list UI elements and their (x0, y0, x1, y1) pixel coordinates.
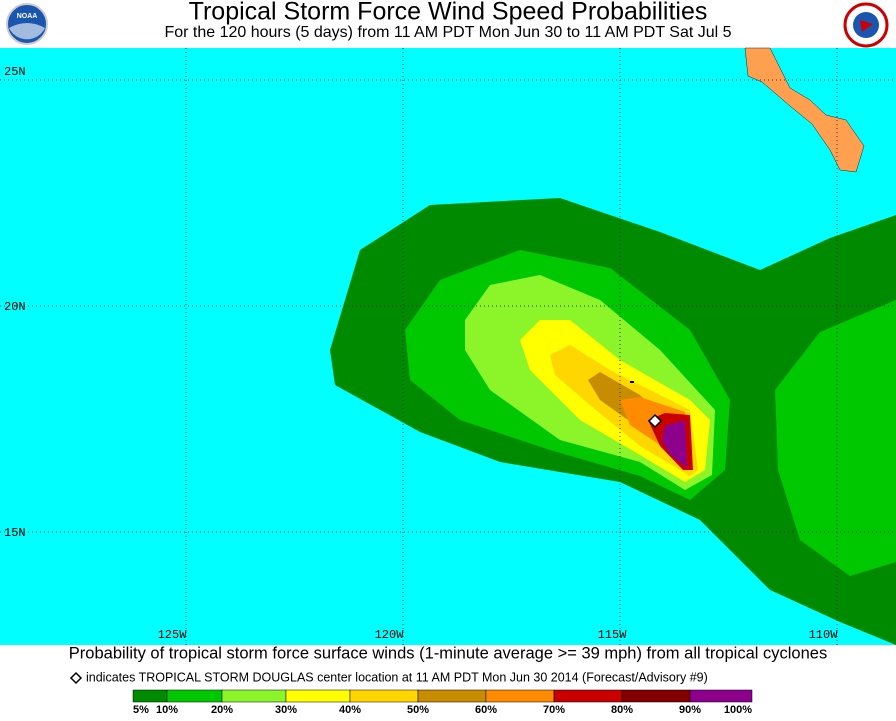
legend-label: 30% (275, 704, 297, 716)
legend-swatch (221, 689, 287, 703)
lat-label: 25N (4, 65, 26, 79)
lon-label: 110W (809, 628, 839, 642)
legend-swatch (689, 689, 753, 703)
nws-logo (843, 2, 889, 48)
title: Tropical Storm Force Wind Speed Probabil… (189, 0, 708, 26)
legend-label: 60% (475, 704, 497, 716)
legend-swatch (166, 689, 223, 703)
legend-label: 10% (156, 704, 178, 716)
lon-label: 125W (158, 628, 188, 642)
legend-swatch (621, 689, 691, 703)
legend-label: 20% (211, 704, 233, 716)
lat-label: 15N (4, 526, 26, 540)
baja-california (744, 47, 865, 173)
noaa-logo: NOAA (6, 3, 48, 45)
map-area: 25N 20N 15N 125W 120W 115W 110W (0, 47, 896, 645)
legend-swatch (285, 689, 351, 703)
legend-swatch (349, 689, 419, 703)
note: indicates TROPICAL STORM DOUGLAS center … (86, 670, 708, 684)
lon-label: 115W (598, 628, 628, 642)
legend-label: 80% (611, 704, 633, 716)
legend-label: 40% (339, 704, 361, 716)
legend-label: 90% (679, 704, 701, 716)
lon-label: 120W (375, 628, 405, 642)
logo-text: NOAA (17, 13, 38, 20)
storm-center-key (69, 671, 83, 685)
legend: 5% 10% 20% 30% 40% 50% 60% 70% 80% 90% 100% (132, 689, 753, 716)
legend-swatch (417, 689, 487, 703)
subtitle: For the 120 hours (5 days) from 11 AM PD… (164, 24, 731, 41)
island (630, 381, 634, 383)
caption: Probability of tropical storm force surf… (69, 644, 827, 662)
storm-center (647, 413, 663, 429)
legend-label: 5% (133, 704, 149, 716)
legend-label: 70% (543, 704, 565, 716)
legend-label: 50% (407, 704, 429, 716)
legend-swatch (553, 689, 623, 703)
legend-swatch (132, 689, 168, 703)
legend-label: 100% (724, 704, 752, 716)
contour-10-east (775, 300, 896, 576)
legend-swatch (485, 689, 555, 703)
lat-label: 20N (4, 300, 26, 314)
contour-80 (662, 420, 687, 468)
